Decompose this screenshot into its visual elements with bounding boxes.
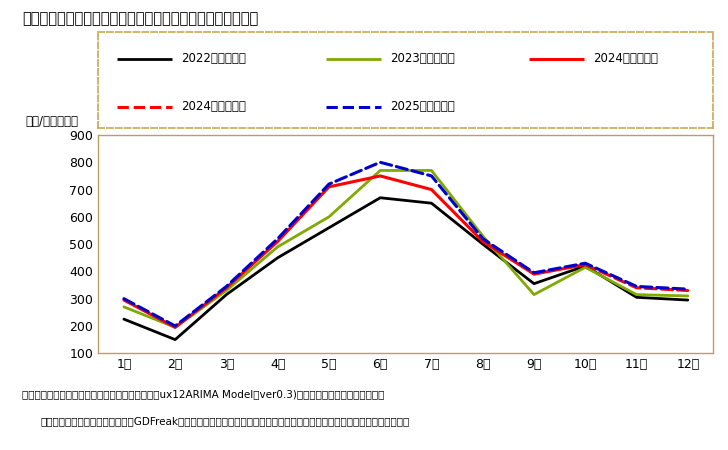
Text: 日、うるう年の違いを織り込んでGDFreak予測。なお、東日本大震災後の影響については、モデルにダミー変数を立て対応。: 日、うるう年の違いを織り込んでGDFreak予測。なお、東日本大震災後の影響につ…	[40, 416, 409, 426]
Text: 2023年（実績）: 2023年（実績）	[390, 52, 455, 65]
Text: 2024年（実績）: 2024年（実績）	[593, 52, 658, 65]
Text: 出所：家計調査（二人以上世帯）（総務省）を基ux12ARIMA Model（ver0.3)により各月の曜日構成、月末稼: 出所：家計調査（二人以上世帯）（総務省）を基ux12ARIMA Model（ve…	[22, 389, 384, 399]
Text: 2024年（予測）: 2024年（予測）	[181, 100, 246, 113]
Text: 2025年（予測）: 2025年（予測）	[390, 100, 455, 113]
Text: 2022年（実績）: 2022年（実績）	[181, 52, 246, 65]
Text: 「二人以上世帯」の１世帯当たり消費支出額の１２ケ月予測: 「二人以上世帯」の１世帯当たり消費支出額の１２ケ月予測	[22, 11, 258, 26]
Text: （円/月・世帯）: （円/月・世帯）	[25, 115, 79, 128]
